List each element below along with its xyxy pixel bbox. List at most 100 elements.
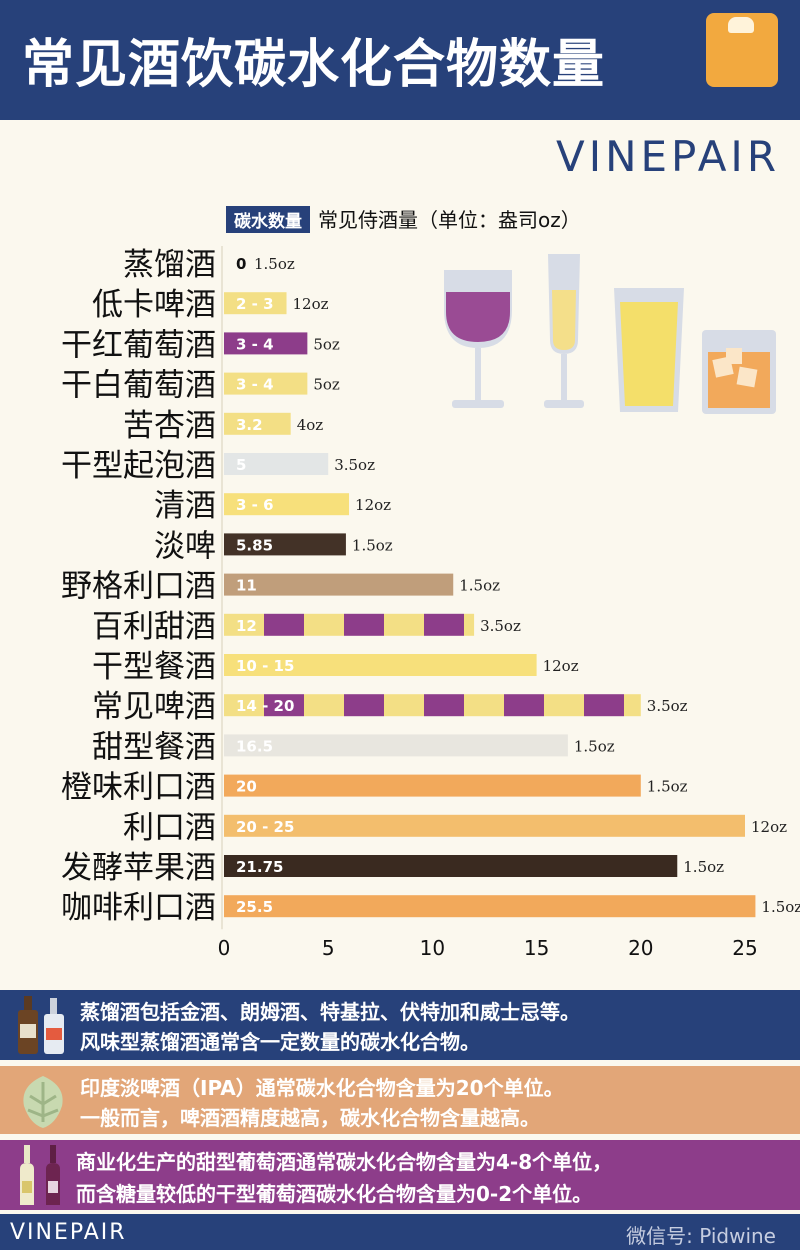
wechat-id: 微信号: Pidwine — [626, 1224, 776, 1248]
x-tick-label: 15 — [524, 936, 549, 960]
serving-label: 1.5oz — [574, 737, 615, 755]
category-label: 甜型餐酒 — [92, 729, 216, 765]
serving-label: 1.5oz — [459, 577, 500, 595]
footer-brand-logo: VINEPAIR — [10, 1220, 127, 1245]
header-banner: 常见酒饮碳水化合物数量 — [0, 0, 800, 120]
serving-label: 12oz — [751, 818, 787, 836]
category-label: 咖啡利口酒 — [61, 890, 216, 926]
value-label: 14 - 20 — [236, 697, 294, 715]
value-label: 20 — [236, 778, 257, 796]
note-wine-line1: 商业化生产的甜型葡萄酒通常碳水化合物含量为4-8个单位， — [76, 1150, 613, 1174]
note-ipa-line2: 一般而言，啤酒酒精度越高，碳水化合物含量越高。 — [80, 1106, 540, 1130]
carb-bar-chart: 0 5 10 15 20 25 蒸馏酒 0 1.5oz 低卡啤酒 2 - 3 12oz 干红葡萄酒 3 … — [61, 246, 800, 960]
value-label: 11 — [236, 577, 257, 595]
x-tick-label: 25 — [732, 936, 757, 960]
category-label: 低卡啤酒 — [92, 287, 216, 323]
x-tick-label: 0 — [218, 936, 231, 960]
page-title: 常见酒饮碳水化合物数量 — [22, 35, 606, 95]
bar — [224, 814, 745, 837]
category-label: 发酵苹果酒 — [61, 850, 216, 886]
category-label: 野格利口酒 — [61, 569, 216, 605]
chart-legend: 碳水数量 常见侍酒量（单位：盎司oz） — [226, 204, 581, 233]
x-tick-label: 5 — [322, 936, 335, 960]
serving-label: 12oz — [355, 496, 391, 514]
beer-glass-icon — [614, 288, 684, 412]
serving-label: 1.5oz — [352, 536, 393, 554]
category-label: 苦杏酒 — [123, 408, 216, 444]
serving-label: 5oz — [313, 335, 340, 353]
value-label: 21.75 — [236, 858, 283, 876]
wine-bottles-icon — [20, 1145, 60, 1205]
bar — [224, 292, 287, 315]
serving-label: 5oz — [313, 376, 340, 394]
value-label: 10 - 15 — [236, 657, 294, 675]
serving-label: 4oz — [297, 416, 324, 434]
serving-label: 1.5oz — [761, 898, 800, 916]
bar — [224, 372, 308, 395]
note-spirits: 蒸馏酒包括金酒、朗姆酒、特基拉、伏特加和威士忌等。 风味型蒸馏酒通常含一定数量的… — [0, 990, 800, 1060]
serving-label: 1.5oz — [683, 858, 724, 876]
serving-label: 12oz — [543, 657, 579, 675]
footer: VINEPAIR 微信号: Pidwine — [0, 1214, 800, 1250]
bar — [224, 694, 641, 717]
whiskey-glass-icon — [702, 330, 776, 414]
x-tick-label: 20 — [628, 936, 653, 960]
value-label: 3 - 6 — [236, 496, 274, 514]
category-label: 淡啤 — [154, 528, 216, 564]
value-label: 2 - 3 — [236, 295, 274, 313]
note-wine-line2: 而含糖量较低的干型葡萄酒碳水化合物含量为0-2个单位。 — [76, 1182, 593, 1206]
bar — [224, 573, 454, 596]
note-wine: 商业化生产的甜型葡萄酒通常碳水化合物含量为4-8个单位， 而含糖量较低的干型葡萄… — [0, 1140, 800, 1210]
scale-icon — [706, 13, 778, 87]
value-label: 16.5 — [236, 737, 273, 755]
bar — [224, 654, 537, 676]
x-axis: 0 5 10 15 20 25 — [218, 246, 758, 960]
value-label: 3 - 4 — [236, 335, 274, 353]
champagne-flute-icon — [544, 254, 584, 408]
brand-logo: VINEPAIR — [555, 132, 780, 181]
category-label: 橙味利口酒 — [61, 770, 216, 806]
bar — [224, 855, 678, 877]
note-spirits-line1: 蒸馏酒包括金酒、朗姆酒、特基拉、伏特加和威士忌等。 — [80, 1000, 580, 1024]
category-label: 清酒 — [154, 488, 216, 524]
bar — [224, 412, 291, 435]
bar — [224, 734, 568, 757]
serving-label: 1.5oz — [647, 778, 688, 796]
category-label: 常见啤酒 — [92, 689, 216, 725]
category-label: 百利甜酒 — [92, 609, 216, 645]
value-label: 20 - 25 — [236, 818, 294, 836]
legend-label: 常见侍酒量（单位：盎司oz） — [318, 208, 581, 232]
value-label: 5 — [236, 456, 246, 474]
bar — [224, 613, 475, 636]
serving-label: 1.5oz — [254, 255, 295, 273]
category-label: 干型餐酒 — [92, 649, 216, 685]
note-ipa: 印度淡啤酒（IPA）通常碳水化合物含量为20个单位。 一般而言，啤酒酒精度越高，… — [0, 1066, 800, 1134]
category-label: 利口酒 — [123, 810, 216, 846]
serving-label: 3.5oz — [334, 456, 375, 474]
drinks-illustration — [444, 254, 776, 414]
bottles-icon — [18, 996, 64, 1054]
value-label: 25.5 — [236, 898, 273, 916]
serving-label: 12oz — [293, 295, 329, 313]
wine-glass-icon — [444, 270, 512, 408]
bar — [224, 493, 350, 516]
category-label: 干型起泡酒 — [61, 448, 216, 484]
legend-tag: 碳水数量 — [226, 206, 310, 233]
value-label: 12 — [236, 617, 257, 635]
bar — [224, 774, 641, 797]
bars: 蒸馏酒 0 1.5oz 低卡啤酒 2 - 3 12oz 干红葡萄酒 3 - 4 5oz 干白葡萄酒… — [61, 247, 800, 926]
value-label: 3.2 — [236, 416, 263, 434]
serving-label: 3.5oz — [647, 697, 688, 715]
bar — [224, 453, 329, 475]
note-spirits-line2: 风味型蒸馏酒通常含一定数量的碳水化合物。 — [80, 1030, 480, 1054]
note-ipa-line1: 印度淡啤酒（IPA）通常碳水化合物含量为20个单位。 — [80, 1076, 564, 1100]
category-label: 干红葡萄酒 — [61, 327, 216, 363]
bar — [224, 332, 308, 355]
category-label: 蒸馏酒 — [123, 247, 216, 283]
value-label: 3 - 4 — [236, 376, 274, 394]
bar — [224, 895, 756, 918]
value-label: 0 — [236, 255, 246, 273]
value-label: 5.85 — [236, 536, 273, 554]
x-tick-label: 10 — [420, 936, 445, 960]
serving-label: 3.5oz — [480, 617, 521, 635]
